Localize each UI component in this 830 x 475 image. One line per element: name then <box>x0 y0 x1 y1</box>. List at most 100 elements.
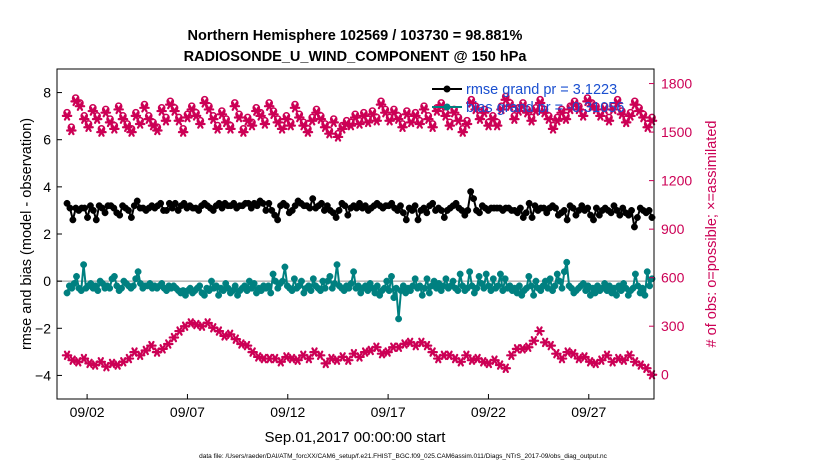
rmse-point <box>467 188 475 196</box>
nobs-assimilated-point <box>603 116 615 126</box>
nobs-assimilated-point <box>397 122 408 132</box>
nobs-assimilated-low-point <box>241 340 253 351</box>
rmse-point <box>516 204 524 212</box>
nobs-assimilated-low-point <box>230 334 242 344</box>
bias-point <box>553 270 561 278</box>
nobs-assimilated-point <box>225 124 236 134</box>
bias-point <box>494 282 502 290</box>
nobs-assimilated-point <box>392 114 404 124</box>
asterisk-stroke <box>493 120 501 131</box>
asterisk-stroke <box>373 342 380 352</box>
asterisk-stroke <box>69 355 76 365</box>
asterisk-stroke <box>446 350 453 361</box>
nobs-assimilated-point <box>134 119 146 129</box>
asterisk-stroke <box>162 116 170 126</box>
asterisk-stroke <box>558 107 565 118</box>
asterisk-stroke <box>384 347 391 357</box>
nobs-assimilated-point <box>195 119 206 129</box>
asterisk-stroke <box>317 114 325 124</box>
bias-point <box>132 275 140 283</box>
asterisk-stroke <box>296 112 303 123</box>
nobs-assimilated-point <box>250 106 262 116</box>
bias-point <box>269 270 277 278</box>
bias-point <box>279 277 286 285</box>
nobs-assimilated-point <box>289 103 301 113</box>
asterisk-stroke <box>283 352 290 362</box>
asterisk-stroke <box>339 352 346 362</box>
asterisk-stroke <box>86 358 93 369</box>
nobs-assimilated-point <box>625 111 636 121</box>
nobs-assimilated-low-point <box>342 355 354 365</box>
bias-point <box>454 287 462 295</box>
bias-point <box>558 284 566 292</box>
nobs-assimilated-low-point <box>545 340 557 351</box>
nobs-assimilated-point <box>302 127 314 137</box>
nobs-assimilated-point <box>61 111 73 121</box>
asterisk-stroke <box>530 336 538 346</box>
asterisk-stroke <box>309 116 316 126</box>
bias-point <box>73 272 80 280</box>
bias-point <box>134 268 142 276</box>
nobs-assimilated-point <box>229 101 241 111</box>
asterisk-stroke <box>270 109 277 120</box>
asterisk-stroke <box>330 117 337 128</box>
asterisk-stroke <box>188 104 195 115</box>
asterisk-stroke <box>210 323 217 333</box>
asterisk-stroke <box>433 106 441 116</box>
rmse-point <box>563 216 571 224</box>
nobs-assimilated-point <box>190 111 202 121</box>
asterisk-stroke <box>420 104 428 115</box>
asterisk-stroke <box>278 124 286 134</box>
nobs-assimilated-point <box>560 114 572 124</box>
bias-point <box>560 268 568 276</box>
bias-point <box>442 275 450 283</box>
asterisk-stroke <box>265 101 273 111</box>
rmse-point <box>282 202 290 210</box>
asterisk-stroke <box>618 109 626 120</box>
asterisk-stroke <box>106 117 114 128</box>
asterisk-stroke <box>480 357 487 367</box>
asterisk-stroke <box>547 340 554 351</box>
nobs-assimilated-point <box>410 111 421 121</box>
nobs-assimilated-point <box>173 116 185 126</box>
asterisk-stroke <box>502 363 509 374</box>
bias-point <box>527 282 535 290</box>
asterisk-stroke <box>513 344 521 354</box>
asterisk-stroke <box>382 107 389 118</box>
asterisk-stroke <box>536 326 543 336</box>
rmse-point <box>309 195 317 203</box>
nobs-assimilated-low-point <box>95 357 107 367</box>
rmse-point <box>437 206 445 214</box>
y-right-tick-label: 300 <box>661 318 685 334</box>
nobs-assimilated-low-point <box>421 340 433 351</box>
nobs-assimilated-point <box>599 104 610 115</box>
bias-point <box>267 289 275 297</box>
nobs-assimilated-point <box>332 132 344 142</box>
bias-point <box>421 284 429 292</box>
nobs-assimilated-low-point <box>500 363 512 374</box>
asterisk-stroke <box>193 319 200 330</box>
bias-point <box>456 270 464 278</box>
asterisk-stroke <box>249 347 256 357</box>
nobs-assimilated-point <box>470 104 481 115</box>
asterisk-stroke <box>253 106 260 116</box>
rmse-point <box>522 209 530 217</box>
asterisk-stroke <box>525 342 532 352</box>
asterisk-stroke <box>288 353 296 364</box>
asterisk-stroke <box>605 116 613 126</box>
rmse-point <box>464 206 472 214</box>
asterisk-stroke <box>356 352 363 362</box>
nobs-assimilated-low-point <box>371 342 382 352</box>
asterisk-stroke <box>283 114 290 124</box>
bias-point <box>309 275 317 283</box>
nobs-assimilated-point <box>362 117 374 128</box>
rmse-point <box>414 216 422 224</box>
nobs-assimilated-low-point <box>624 350 635 361</box>
y-axis-label-left: rmse and bias (model - observation) <box>19 118 35 350</box>
asterisk-stroke <box>132 111 140 121</box>
rmse-point <box>440 214 448 221</box>
rmse-point <box>411 202 419 210</box>
nobs-assimilated-point <box>83 122 94 132</box>
asterisk-stroke <box>481 107 488 118</box>
rmse-point <box>81 204 89 212</box>
